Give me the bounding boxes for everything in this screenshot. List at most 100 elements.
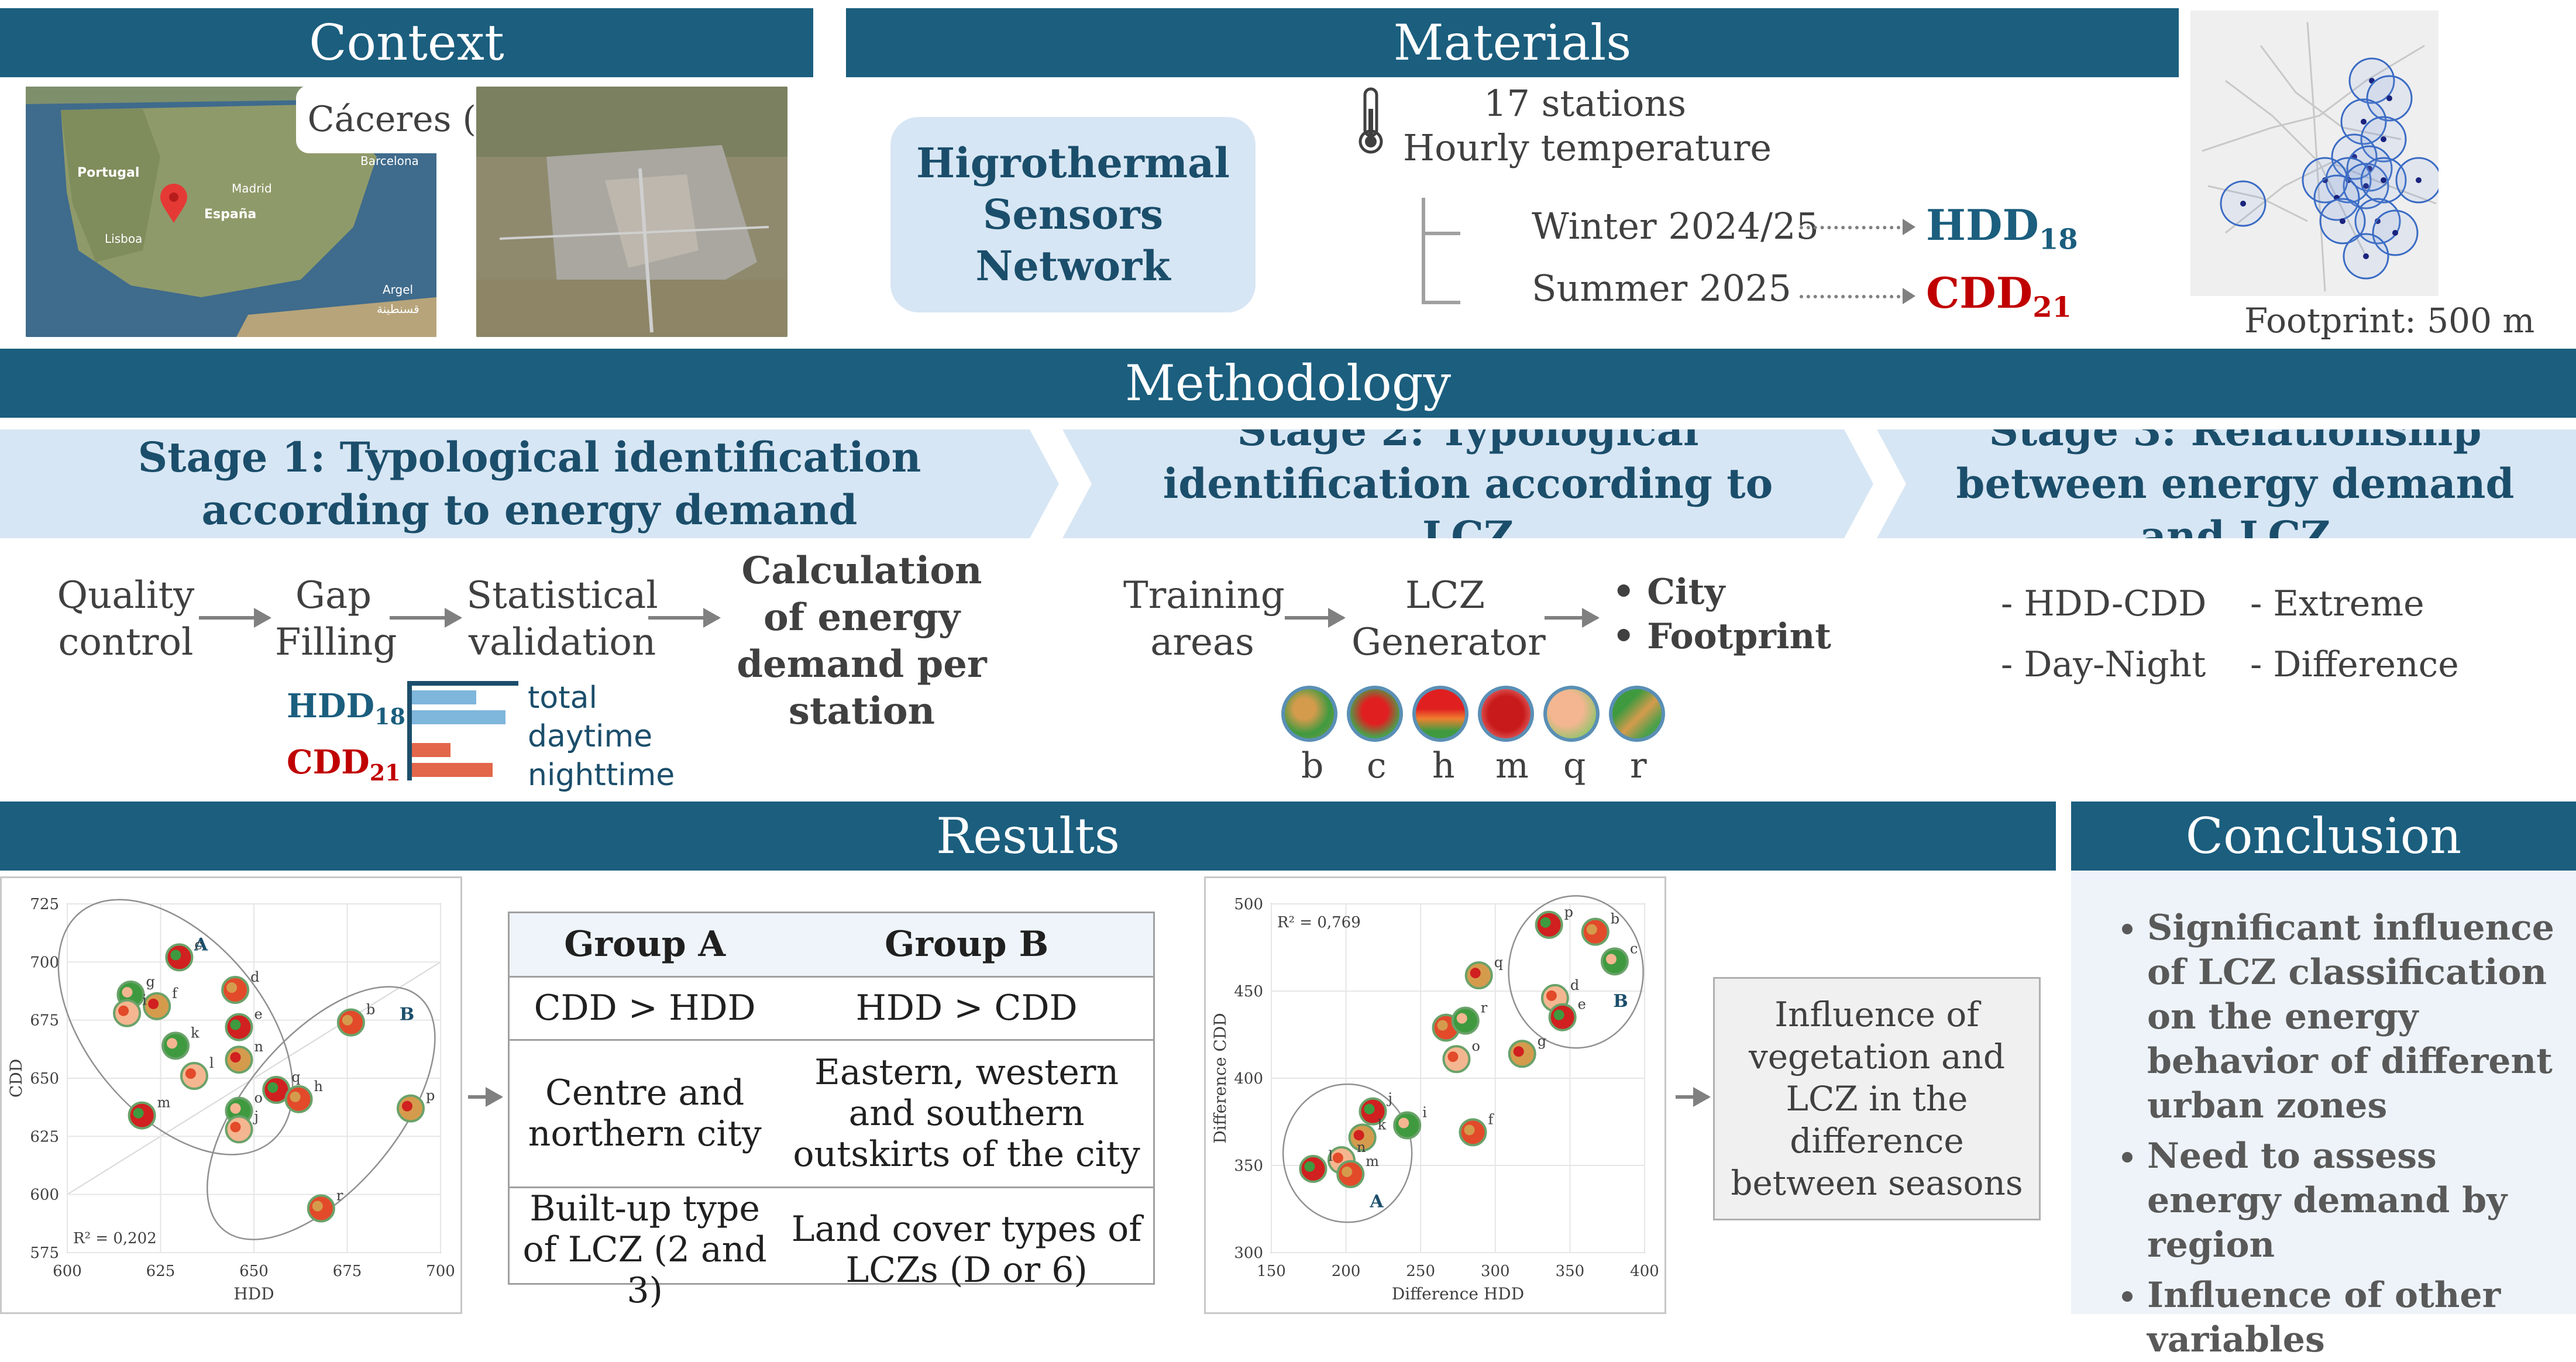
- arrow-3: [648, 608, 721, 628]
- x-tick-label: 650: [239, 1263, 269, 1280]
- map-label-argel: Argel: [383, 283, 414, 297]
- table-cell: Centre and northern city: [510, 1038, 780, 1187]
- y-tick-label: 625: [30, 1128, 59, 1146]
- y-tick-label: 400: [1234, 1070, 1263, 1088]
- point-label: i: [142, 992, 147, 1009]
- data-point-detail: [312, 1201, 323, 1212]
- chart-1-svg: 600 625 650 675 700575600625650675700725HDDC…: [6, 896, 455, 1303]
- map-label-lisboa: Lisboa: [105, 232, 143, 246]
- point-label: h: [314, 1078, 323, 1095]
- groups-table: Group A Group B CDD > HDD HDD > CDD Cent…: [508, 912, 1155, 1311]
- data-point-detail: [1553, 1009, 1564, 1020]
- group-ellipse: [1282, 1083, 1413, 1223]
- point-label: f: [1488, 1111, 1495, 1127]
- bracket-tick-1: [1422, 232, 1460, 235]
- arrow-to-table: [468, 1087, 503, 1107]
- point-label: m: [157, 1095, 171, 1111]
- point-label: d: [250, 969, 259, 985]
- table-cell: CDD > HDD: [510, 975, 780, 1040]
- arrow-2: [390, 608, 462, 628]
- data-point-detail: [1586, 924, 1597, 935]
- materials-header: Materials: [846, 8, 2179, 77]
- data-point-detail: [133, 1108, 144, 1119]
- x-tick-label: 200: [1332, 1263, 1361, 1280]
- map-label-espana: España: [204, 207, 257, 222]
- lcz-circle-h: [1412, 686, 1468, 742]
- table-cell: Eastern, western and southern outskirts …: [780, 1038, 1153, 1187]
- chart-2-svg: 150 200 250 300 350 400 300 350 400 450 500 Differe…: [1210, 895, 1659, 1303]
- conclusion-item: Need to assess energy demand by region: [2147, 1134, 2558, 1267]
- footprint-map: [2190, 11, 2442, 296]
- lcz-label-q: q: [1563, 745, 1586, 786]
- lcz-label-r: r: [1630, 745, 1647, 786]
- winter-label: Winter 2024/25: [1532, 205, 1819, 247]
- station-marker: [2381, 136, 2386, 142]
- lcz-circle-m: [1478, 686, 1534, 742]
- point-label: e: [254, 1006, 262, 1023]
- point-label: r: [1481, 1000, 1488, 1016]
- point-label: c: [194, 936, 202, 952]
- data-point-detail: [118, 1005, 129, 1016]
- point-label: d: [1570, 977, 1579, 993]
- point-label: q: [291, 1069, 300, 1085]
- point-label: r: [336, 1188, 343, 1204]
- lcz-circle-r: [1609, 686, 1665, 742]
- data-point-detail: [230, 1052, 241, 1063]
- arrow-1: [199, 608, 271, 628]
- x-tick-label: 250: [1406, 1263, 1435, 1280]
- training-areas-step: Training areas: [1123, 574, 1285, 664]
- group-label: B: [400, 1005, 414, 1025]
- data-point-detail: [1540, 917, 1551, 928]
- stage-1-banner: Stage 1: Typological identification acco…: [0, 429, 1059, 538]
- cdd21-label: CDD21: [1926, 268, 2072, 324]
- data-point-detail: [1447, 1051, 1459, 1062]
- point-label: i: [1422, 1104, 1427, 1120]
- point-label: g: [1538, 1033, 1546, 1049]
- lcz-label-c: c: [1367, 745, 1387, 786]
- results-header: Results: [0, 802, 2056, 871]
- point-label: g: [146, 974, 154, 990]
- point-label: l: [209, 1055, 214, 1071]
- point-label: p: [426, 1088, 435, 1104]
- x-tick-label: 150: [1257, 1263, 1286, 1280]
- y-tick-label: 600: [30, 1186, 59, 1204]
- y-tick-label: 725: [30, 896, 59, 913]
- point-label: n: [1357, 1139, 1366, 1155]
- data-point-detail: [167, 1038, 178, 1049]
- point-label: j: [252, 1108, 258, 1124]
- group-ellipse: [57, 899, 294, 1155]
- stations-count: 17 stations: [1484, 82, 1687, 125]
- output-footprint: • Footprint: [1612, 616, 1832, 657]
- stage-2-banner: Stage 2: Typological identification acco…: [1062, 429, 1873, 538]
- data-point-detail: [1456, 1013, 1467, 1024]
- y-tick-label: 675: [30, 1012, 59, 1030]
- arrow-to-note: [1676, 1087, 1711, 1107]
- lcz-circle-c: [1347, 686, 1403, 742]
- station-marker: [2392, 230, 2398, 236]
- data-point-detail: [342, 1014, 353, 1026]
- group-ellipse: [207, 986, 436, 1240]
- context-header: Context: [0, 8, 813, 77]
- y-tick-label: 300: [1234, 1244, 1263, 1262]
- table-header-group-a: Group A: [510, 913, 780, 976]
- conclusion-header: Conclusion: [2071, 802, 2576, 871]
- group-ellipse: [1508, 895, 1644, 1049]
- data-point-detail: [1353, 1130, 1364, 1141]
- thermometer-icon: [1356, 85, 1385, 158]
- lcz-generator-step: LCZ Generator: [1351, 574, 1546, 664]
- bracket-tick-2: [1422, 301, 1460, 304]
- lcz-circles: b c h m q r: [1281, 686, 1667, 786]
- legend-total: total: [528, 680, 597, 716]
- data-point-detail: [170, 950, 181, 961]
- x-axis-label: Difference HDD: [1392, 1284, 1524, 1303]
- point-label: e: [1578, 996, 1586, 1013]
- point-label: k: [1378, 1116, 1387, 1133]
- summer-label: Summer 2025: [1532, 267, 1791, 309]
- station-marker: [2340, 218, 2345, 224]
- conclusion-item: Influence of other variables: [2147, 1273, 2558, 1362]
- data-point-detail: [1464, 1124, 1475, 1136]
- data-point-detail: [185, 1068, 196, 1079]
- data-point-detail: [1513, 1046, 1524, 1057]
- data-point-detail: [226, 982, 238, 993]
- y-axis-label: CDD: [6, 1059, 26, 1098]
